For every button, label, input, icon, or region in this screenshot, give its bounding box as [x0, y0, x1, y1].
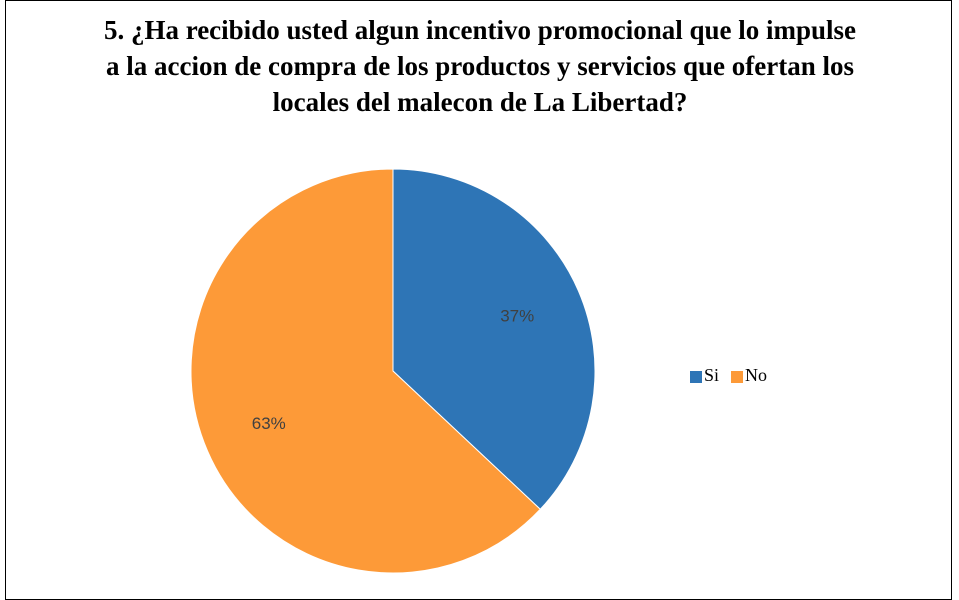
legend-swatch — [690, 371, 702, 383]
pie-slice — [392, 168, 596, 510]
chart-title: 5. ¿Ha recibido usted algun incentivo pr… — [103, 15, 857, 117]
legend-label: Si — [704, 365, 719, 385]
chart: 37% 63% Si No — [190, 168, 767, 574]
legend-swatch — [731, 371, 744, 383]
data-label: 63% — [252, 414, 286, 433]
page: {"chart_data": {"type": "pie", "title": … — [5, 0, 952, 600]
legend-label: No — [745, 365, 767, 385]
pie-slice — [190, 168, 541, 574]
data-label: 37% — [500, 307, 534, 326]
